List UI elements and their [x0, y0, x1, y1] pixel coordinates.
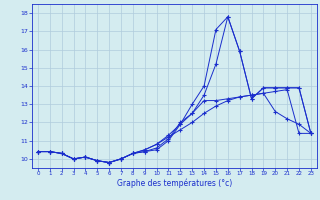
- X-axis label: Graphe des températures (°c): Graphe des températures (°c): [117, 179, 232, 188]
